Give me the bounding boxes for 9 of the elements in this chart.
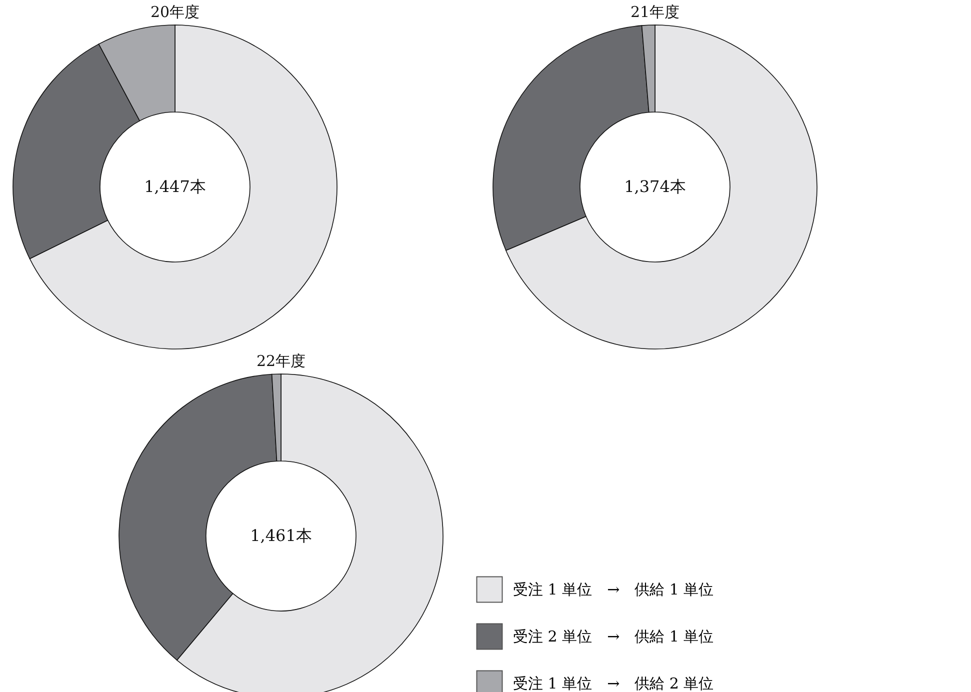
legend-label: 受注 1 単位 → 供給 1 単位 xyxy=(513,580,714,598)
legend-label: 受注 2 単位 → 供給 1 単位 xyxy=(513,628,714,646)
chart-title: 20年度 xyxy=(150,3,200,21)
text: 1,461本 xyxy=(250,526,312,545)
chart-title: 21年度 xyxy=(630,3,680,21)
legend-label: 受注 1 単位 → 供給 2 単位 xyxy=(513,674,714,692)
text: 1,447本 xyxy=(144,177,206,196)
chart-title: 22年度 xyxy=(256,352,306,370)
text: 1,374本 xyxy=(624,177,686,196)
